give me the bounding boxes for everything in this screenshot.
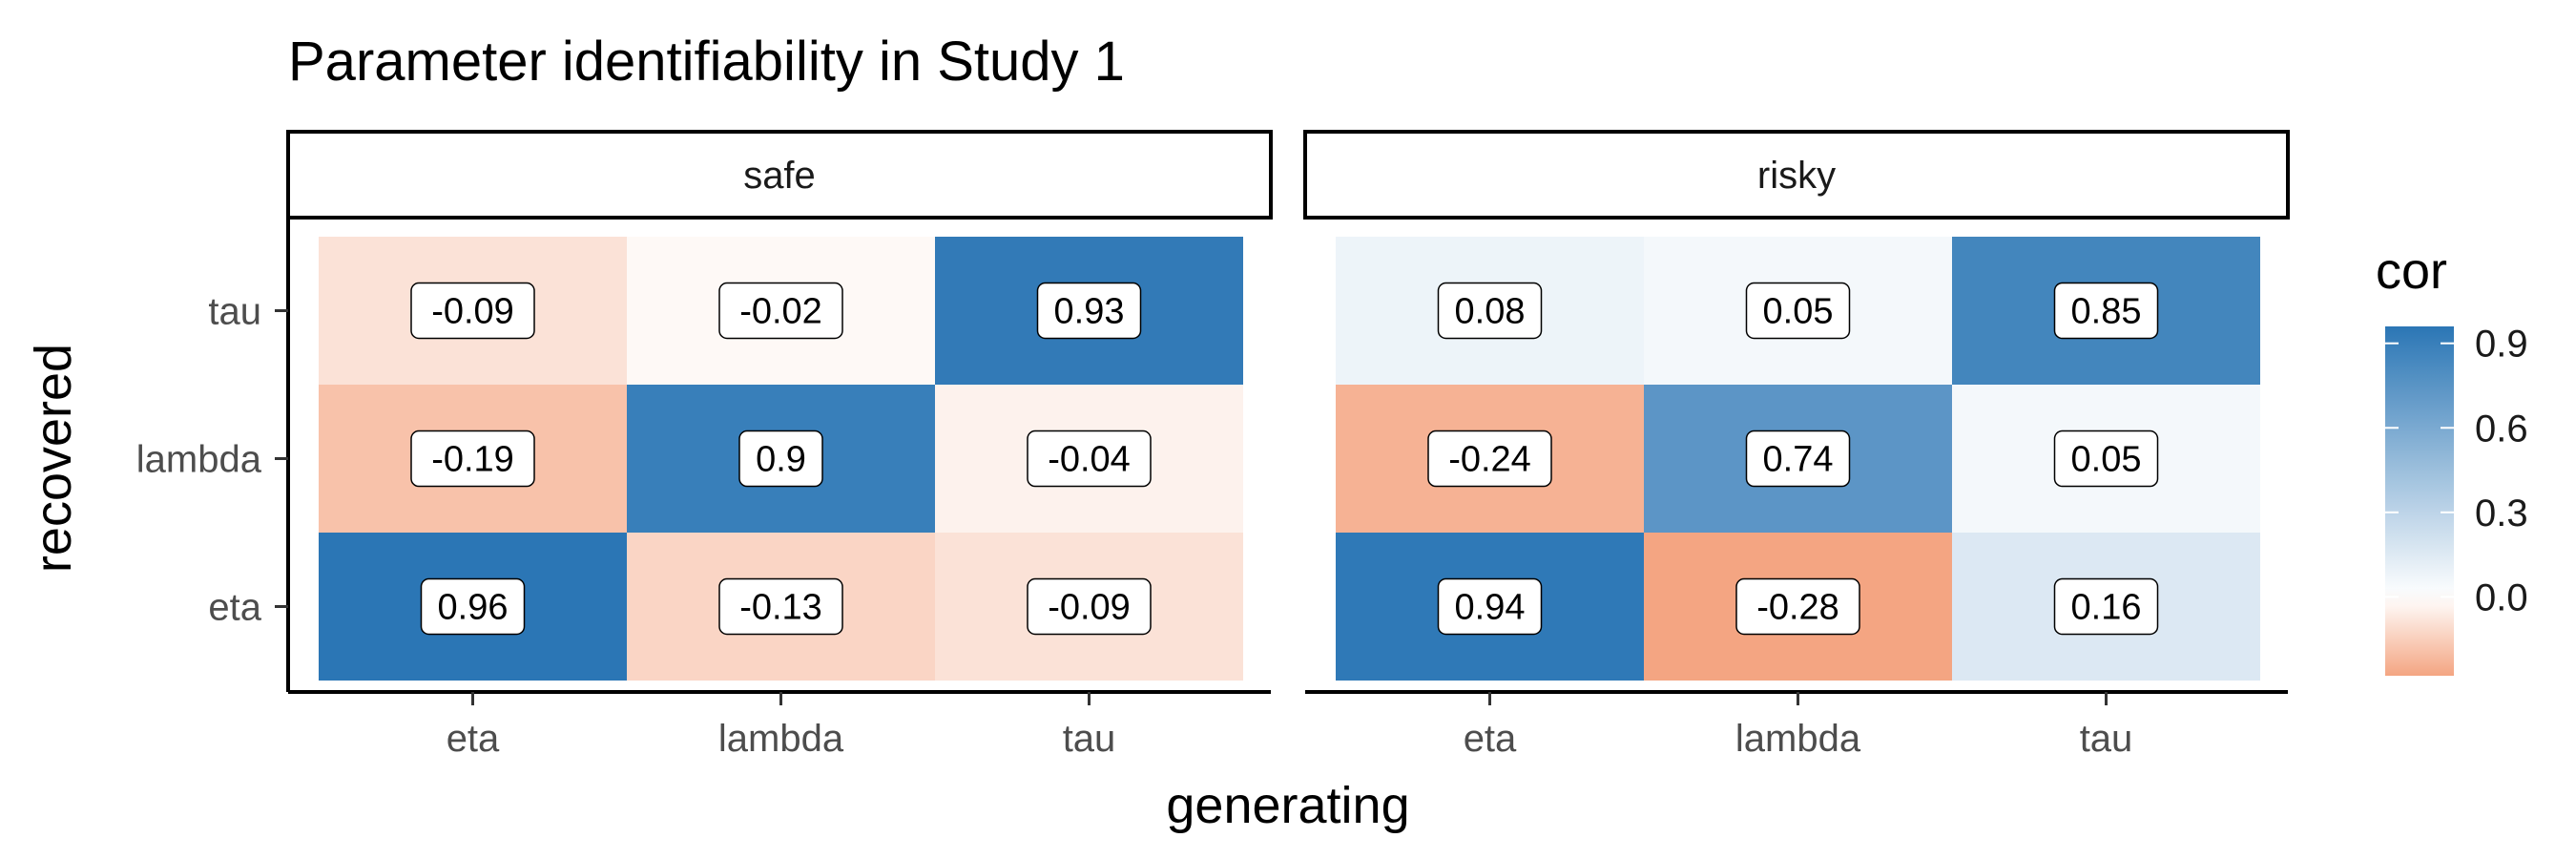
facet-strip-risky: [1303, 130, 2290, 220]
data-label: 0.05: [2071, 440, 2142, 480]
data-label: -0.28: [1756, 588, 1839, 628]
y-tick-label: lambda: [136, 439, 262, 481]
facet-strip-safe: [286, 130, 1273, 220]
data-label-box: [718, 577, 843, 636]
legend-tick-label: 0.9: [2475, 324, 2528, 366]
data-label: -0.02: [739, 292, 822, 332]
data-label: -0.19: [431, 440, 514, 480]
data-label: 0.96: [438, 588, 509, 628]
data-label: 0.9: [756, 440, 806, 480]
data-label-box: [1036, 282, 1142, 340]
data-label: 0.93: [1054, 292, 1125, 332]
y-tick-label: tau: [208, 291, 261, 333]
color-legend: cor 0.9 0.6 0.3 0.0: [2376, 242, 2528, 676]
data-label-box: [1027, 577, 1152, 636]
panel-risky: risky 0.08 0.05 0.85 -0.24 0.74 0.05 0.94 -0.28 0…: [1303, 130, 2290, 760]
facet-label-risky: risky: [1757, 155, 1836, 197]
data-label-box: [2053, 577, 2159, 636]
data-label-box: [718, 282, 843, 340]
data-label-box: [1437, 282, 1543, 340]
panel-safe: safe -0.09 -0.02 0.93 -0.19 0.9 -0.04 0.96 -0.13…: [136, 130, 1273, 760]
data-label: 0.08: [1455, 292, 1526, 332]
legend-tick-label: 0.6: [2475, 408, 2528, 450]
data-label: -0.09: [431, 292, 514, 332]
data-label-box: [1735, 577, 1860, 636]
legend-tick-label: 0.3: [2475, 492, 2528, 534]
facet-panels: safe -0.09 -0.02 0.93 -0.19 0.9 -0.04 0.96 -0.13…: [136, 130, 2290, 760]
legend-colorbar: [2385, 326, 2454, 676]
data-label: 0.85: [2071, 292, 2142, 332]
data-label: 0.05: [1763, 292, 1834, 332]
x-axis-title: generating: [1166, 777, 1409, 834]
x-tick-label: tau: [1063, 718, 1116, 760]
x-tick-label: lambda: [1735, 718, 1861, 760]
data-label: -0.04: [1048, 440, 1131, 480]
x-tick-label: lambda: [718, 718, 844, 760]
data-label-box: [410, 282, 535, 340]
y-axis-title: recovered: [25, 344, 82, 573]
y-tick-label: eta: [208, 587, 261, 629]
data-label-box: [410, 430, 535, 488]
data-label-box: [2053, 430, 2159, 488]
x-tick-label: eta: [1464, 718, 1517, 760]
data-label: 0.16: [2071, 588, 2142, 628]
data-label: 0.74: [1763, 440, 1834, 480]
data-label-box: [1437, 577, 1543, 636]
data-label: -0.09: [1048, 588, 1131, 628]
chart-title: Parameter identifiability in Study 1: [288, 31, 1125, 93]
data-label-box: [1745, 430, 1851, 488]
legend-title: cor: [2376, 242, 2447, 300]
x-tick-label: eta: [447, 718, 500, 760]
facet-label-safe: safe: [743, 155, 816, 197]
data-label: 0.94: [1455, 588, 1526, 628]
data-label: -0.13: [739, 588, 822, 628]
data-label-box: [420, 577, 526, 636]
data-label-box: [1427, 430, 1552, 488]
data-label-box: [1027, 430, 1152, 488]
data-label-box: [1745, 282, 1851, 340]
data-label: -0.24: [1448, 440, 1531, 480]
x-tick-label: tau: [2080, 718, 2133, 760]
data-label-box: [2053, 282, 2159, 340]
data-label-box: [738, 430, 823, 488]
legend-tick-label: 0.0: [2475, 576, 2528, 618]
